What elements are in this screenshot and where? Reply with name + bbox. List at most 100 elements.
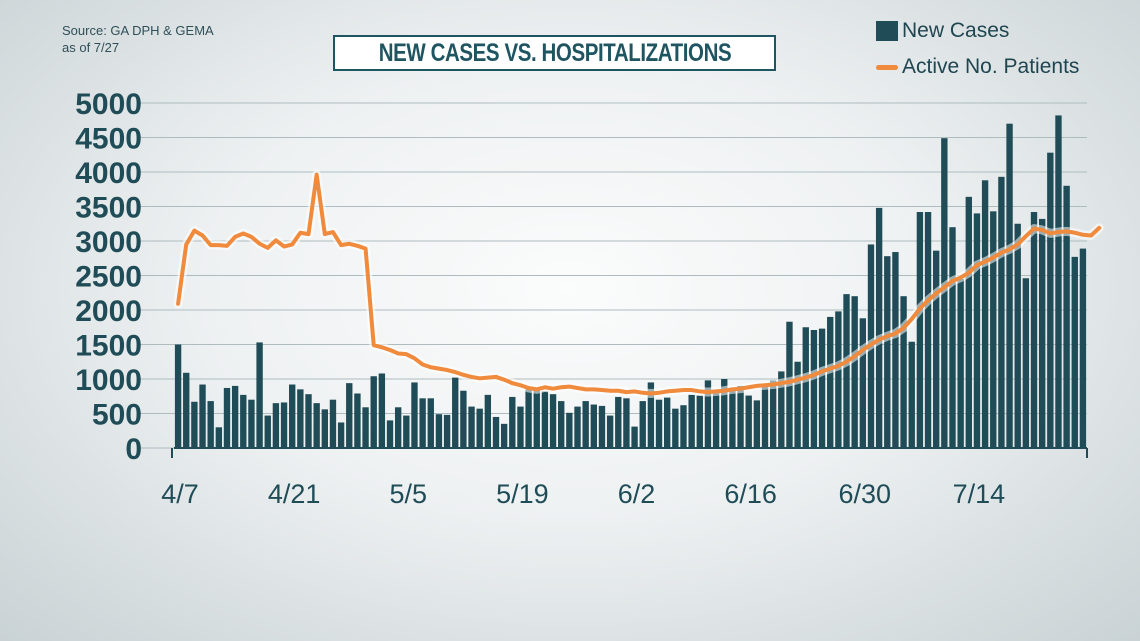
new-cases-bar [884, 256, 891, 448]
new-cases-bar [476, 408, 483, 448]
new-cases-bar [941, 138, 948, 448]
new-cases-bar [606, 415, 614, 448]
new-cases-bars [174, 115, 1087, 449]
new-cases-bar [517, 406, 524, 448]
x-tick-label: 5/5 [389, 479, 427, 509]
new-cases-bar [729, 388, 736, 448]
new-cases-bar [248, 399, 255, 448]
new-cases-bar [272, 403, 280, 448]
new-cases-bar [924, 212, 932, 448]
new-cases-bar [981, 180, 989, 448]
new-cases-bar [851, 296, 858, 448]
new-cases-bar [590, 404, 597, 448]
new-cases-bar [818, 328, 826, 448]
new-cases-bar [1047, 152, 1054, 448]
new-cases-bar [443, 414, 451, 448]
new-cases-bar [949, 227, 956, 448]
source-line-1: Source: GA DPH & GEMA [62, 23, 214, 38]
new-cases-bar [419, 398, 426, 448]
new-cases-bar [362, 407, 369, 448]
legend-item-patients: Active No. Patients [876, 54, 1079, 80]
new-cases-bar [769, 380, 777, 448]
new-cases-bar [329, 399, 337, 448]
new-cases-bar [835, 311, 842, 448]
patients-line-layer [173, 170, 1104, 398]
new-cases-bar [1014, 223, 1021, 448]
new-cases-bar [509, 396, 516, 448]
new-cases-bar [549, 394, 557, 448]
x-tick-label: 4/7 [161, 479, 199, 509]
new-cases-bar [778, 371, 785, 448]
chart-title: NEW CASES VS. HOSPITALIZATIONS [378, 38, 731, 67]
new-cases-bar [655, 399, 663, 448]
bar-swatch-icon [876, 21, 898, 41]
x-tick-label: 6/2 [618, 479, 656, 509]
new-cases-bar [737, 385, 744, 448]
new-cases-bar [1055, 115, 1062, 449]
new-cases-bar [1071, 256, 1078, 448]
new-cases-bar [256, 342, 263, 448]
new-cases-bar [492, 416, 500, 448]
new-cases-bar [827, 316, 834, 448]
new-cases-bar [965, 196, 972, 448]
new-cases-bar [973, 213, 981, 448]
new-cases-bar [745, 395, 752, 448]
new-cases-bar [761, 385, 769, 448]
new-cases-bar [623, 398, 630, 448]
new-cases-bar [664, 397, 671, 448]
x-tick-label: 5/19 [496, 479, 549, 509]
new-cases-bar [843, 294, 850, 448]
new-cases-bar [337, 422, 345, 448]
new-cases-bar [533, 390, 540, 448]
y-tick-label: 4000 [75, 157, 142, 190]
new-cases-bar [802, 327, 809, 448]
new-cases-bar [435, 414, 443, 448]
new-cases-bar [990, 211, 997, 448]
new-cases-bar [394, 407, 402, 448]
new-cases-bar [574, 406, 581, 448]
new-cases-bar [639, 401, 646, 448]
new-cases-bar [721, 379, 728, 448]
new-cases-bar [900, 296, 907, 448]
source-date-line: as of 7/27 [62, 40, 120, 55]
legend-item-new-cases: New Cases [876, 18, 1079, 44]
axes [171, 447, 1088, 458]
y-tick-label: 1500 [75, 330, 142, 363]
new-cases-bar [908, 341, 915, 448]
new-cases-bar [460, 390, 467, 448]
y-tick-label: 3000 [75, 226, 142, 259]
new-cases-bar [558, 401, 565, 448]
line-swatch-icon [876, 64, 898, 70]
new-cases-bar [264, 415, 271, 448]
new-cases-bar [346, 383, 353, 448]
new-cases-bar [810, 330, 818, 448]
new-cases-bar [631, 426, 638, 448]
new-cases-bar [174, 344, 182, 448]
new-cases-bar [289, 384, 296, 448]
new-cases-bar [411, 382, 418, 448]
new-cases-bar [231, 385, 239, 448]
new-cases-bar [427, 398, 434, 448]
new-cases-bar [794, 361, 801, 448]
new-cases-bar [696, 395, 703, 448]
chart-title-box: NEW CASES VS. HOSPITALIZATIONS [333, 35, 776, 71]
new-cases-bar [484, 394, 492, 448]
new-cases-bar [183, 372, 190, 448]
new-cases-bar [378, 373, 386, 448]
new-cases-bar [1022, 278, 1030, 448]
new-cases-bar [370, 376, 377, 448]
new-cases-bar [875, 207, 883, 448]
new-cases-bar [753, 400, 761, 448]
new-cases-bar [566, 412, 573, 448]
new-cases-bar [892, 252, 899, 448]
y-tick-label: 2500 [75, 261, 142, 294]
new-cases-bar [452, 377, 459, 448]
y-tick-label: 500 [92, 399, 142, 432]
new-cases-bar [280, 402, 288, 448]
new-cases-bar [859, 318, 867, 448]
new-cases-bar [525, 389, 532, 448]
new-cases-bar [1063, 185, 1070, 449]
new-cases-bar [305, 394, 312, 448]
new-cases-bar [223, 387, 231, 448]
new-cases-bar [916, 212, 924, 448]
